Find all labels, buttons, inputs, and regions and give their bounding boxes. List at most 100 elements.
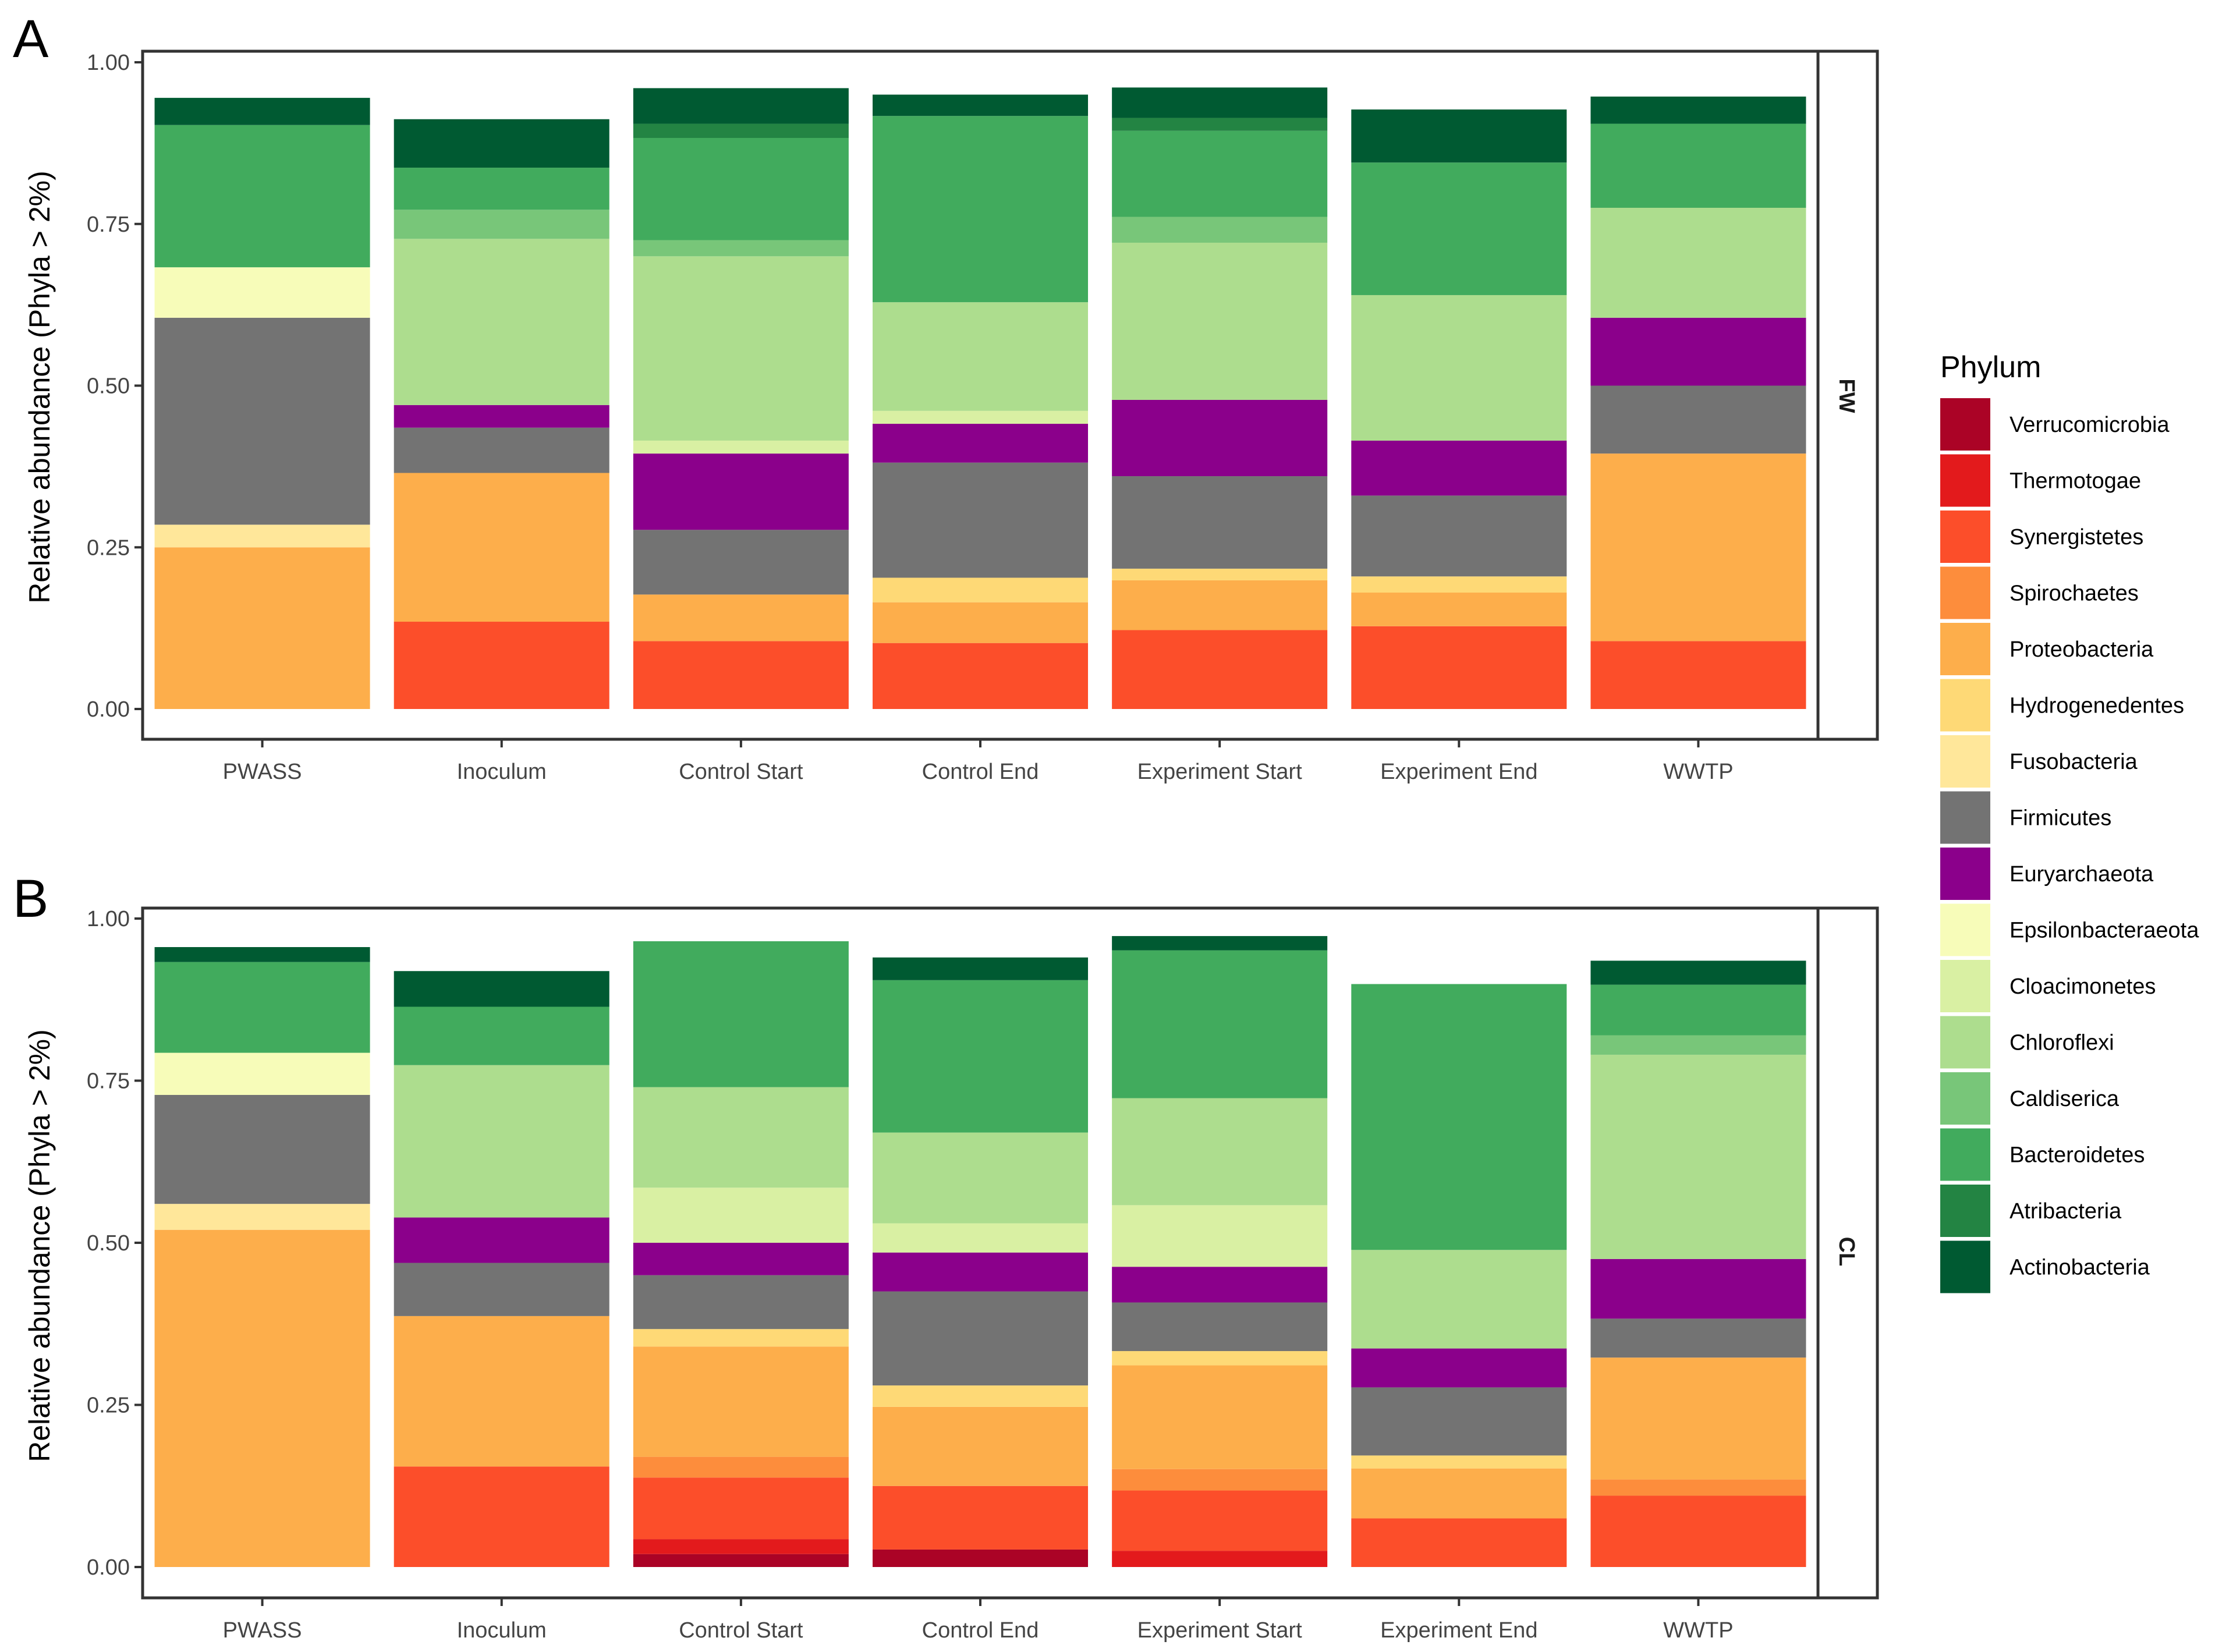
bar-segment-actinobacteria — [1590, 960, 1806, 985]
bar-segment-euryarchaeota — [1590, 317, 1806, 386]
x-tick-label: WWTP — [1663, 1618, 1733, 1643]
bar-segment-synergistetes — [1351, 626, 1567, 709]
bar-segment-chloroflexi — [394, 239, 609, 405]
facet-strip — [1816, 49, 1879, 741]
bar-segment-bacteroidetes — [633, 137, 849, 240]
bar-segment-firmicutes — [633, 530, 849, 595]
legend-label: Fusobacteria — [2010, 750, 2138, 774]
x-tick-label: Experiment Start — [1137, 1618, 1302, 1643]
bar-segment-proteobacteria — [154, 1229, 370, 1567]
legend-swatch — [1940, 1240, 1990, 1293]
x-tick-label: Experiment End — [1380, 760, 1537, 784]
panel-a-plot: 0.00 0.25 0.50 0.75 1.00 PWASS Inoculum Control… — [87, 49, 1879, 784]
bar-segment-caldiserica — [1112, 217, 1328, 243]
bar-segment-cloacimonetes — [633, 1187, 849, 1243]
bar-segment-spirochaetes — [633, 1456, 849, 1478]
bar-segment-hydrogenedentes — [1351, 1455, 1567, 1469]
bar-segment-bacteroidetes — [1590, 123, 1806, 208]
legend-swatch — [1940, 903, 1990, 956]
bar-segment-chloroflexi — [1351, 295, 1567, 441]
bar-segment-firmicutes — [872, 462, 1089, 578]
legend-swatch — [1940, 1016, 1990, 1069]
bar-segment-verrucomicrobia — [872, 1549, 1089, 1567]
y-tick-label: 0.25 — [87, 1394, 130, 1418]
x-tick-label: Control End — [922, 1618, 1039, 1643]
bar-segment-chloroflexi — [1590, 207, 1806, 318]
y-tick-label: 0.75 — [87, 1069, 130, 1094]
bar-segment-bacteroidetes — [1351, 984, 1567, 1250]
y-tick-label: 0.50 — [87, 374, 130, 399]
bar-segment-bacteroidetes — [1590, 984, 1806, 1036]
bar-segment-chloroflexi — [1112, 1098, 1328, 1206]
legend-label: Epsilonbacteraeota — [2010, 919, 2199, 943]
bar-segment-firmicutes — [1590, 385, 1806, 454]
bar-segment-bacteroidetes — [1351, 162, 1567, 295]
legend-label: Euryarchaeota — [2010, 862, 2154, 887]
bar-segment-chloroflexi — [633, 1087, 849, 1188]
bar-segment-atribacteria — [633, 123, 849, 138]
bar-segment-firmicutes — [1351, 1387, 1567, 1456]
bar-segment-synergistetes — [633, 1477, 849, 1540]
bar-segment-euryarchaeota — [872, 424, 1089, 463]
legend: Verrucomicrobia Thermotogae Synergistetes S… — [1940, 398, 2199, 1293]
bar-segment-proteobacteria — [1351, 1468, 1567, 1519]
bar-segment-euryarchaeota — [633, 453, 849, 530]
bar-segment-firmicutes — [1112, 1302, 1328, 1352]
bar-segment-chloroflexi — [872, 302, 1089, 411]
bar-segment-bacteroidetes — [1112, 130, 1328, 217]
legend-swatch — [1940, 1072, 1990, 1125]
x-tick-label: WWTP — [1663, 760, 1733, 784]
bar-segment-bacteroidetes — [633, 941, 849, 1087]
legend-swatch — [1940, 1185, 1990, 1237]
bar-segment-proteobacteria — [394, 1316, 609, 1467]
bar-segment-proteobacteria — [633, 1346, 849, 1457]
y-tick-label: 0.00 — [87, 697, 130, 722]
panel-a-letter: A — [13, 9, 49, 69]
legend-swatch — [1940, 511, 1990, 563]
bar-segment-euryarchaeota — [1590, 1259, 1806, 1319]
bar-segment-spirochaetes — [1590, 1479, 1806, 1496]
legend-label: Proteobacteria — [2010, 637, 2154, 662]
bar-segment-euryarchaeota — [394, 1217, 609, 1263]
legend-label: Spirochaetes — [2010, 582, 2139, 606]
legend-label: Atribacteria — [2010, 1199, 2122, 1224]
y-tick-label: 0.75 — [87, 212, 130, 237]
bar-segment-firmicutes — [154, 317, 370, 525]
legend-title: Phylum — [1940, 350, 2041, 384]
bar-segment-euryarchaeota — [633, 1243, 849, 1275]
y-tick-label: 1.00 — [87, 51, 130, 75]
bar-segment-firmicutes — [1590, 1318, 1806, 1358]
bar-segment-caldiserica — [633, 240, 849, 257]
bar-segment-caldiserica — [1590, 1035, 1806, 1055]
bar-segment-proteobacteria — [1351, 593, 1567, 626]
legend-swatch — [1940, 1128, 1990, 1181]
bar-segment-firmicutes — [394, 427, 609, 473]
bar-segment-caldiserica — [394, 210, 609, 239]
bar-segment-proteobacteria — [1590, 453, 1806, 641]
legend-swatch — [1940, 848, 1990, 900]
bar-segment-chloroflexi — [1112, 242, 1328, 400]
bar-segment-bacteroidetes — [154, 962, 370, 1053]
panel-a-strip-label: FW — [1834, 378, 1859, 413]
legend-label: Firmicutes — [2010, 806, 2111, 831]
legend-label: Chloroflexi — [2010, 1031, 2114, 1055]
bar-segment-bacteroidetes — [872, 980, 1089, 1133]
bar-segment-actinobacteria — [1112, 936, 1328, 951]
bar-segment-proteobacteria — [633, 594, 849, 641]
bar-segment-synergistetes — [633, 641, 849, 709]
bar-segment-hydrogenedentes — [633, 1329, 849, 1347]
bar-segment-firmicutes — [872, 1291, 1089, 1386]
panel-b-letter: B — [13, 869, 48, 928]
bar-segment-euryarchaeota — [1112, 399, 1328, 477]
bar-segment-chloroflexi — [633, 256, 849, 441]
bar-segment-euryarchaeota — [1351, 1348, 1567, 1388]
bar-segment-hydrogenedentes — [1112, 1351, 1328, 1366]
bar-segment-actinobacteria — [394, 119, 609, 168]
bar-segment-proteobacteria — [1112, 1365, 1328, 1469]
bar-segment-hydrogenedentes — [1112, 568, 1328, 580]
bar-segment-synergistetes — [1351, 1518, 1567, 1567]
x-tick-label: Inoculum — [457, 1618, 547, 1643]
bar-segment-synergistetes — [394, 622, 609, 709]
bar-segment-euryarchaeota — [1351, 440, 1567, 496]
bar-segment-euryarchaeota — [1112, 1267, 1328, 1303]
